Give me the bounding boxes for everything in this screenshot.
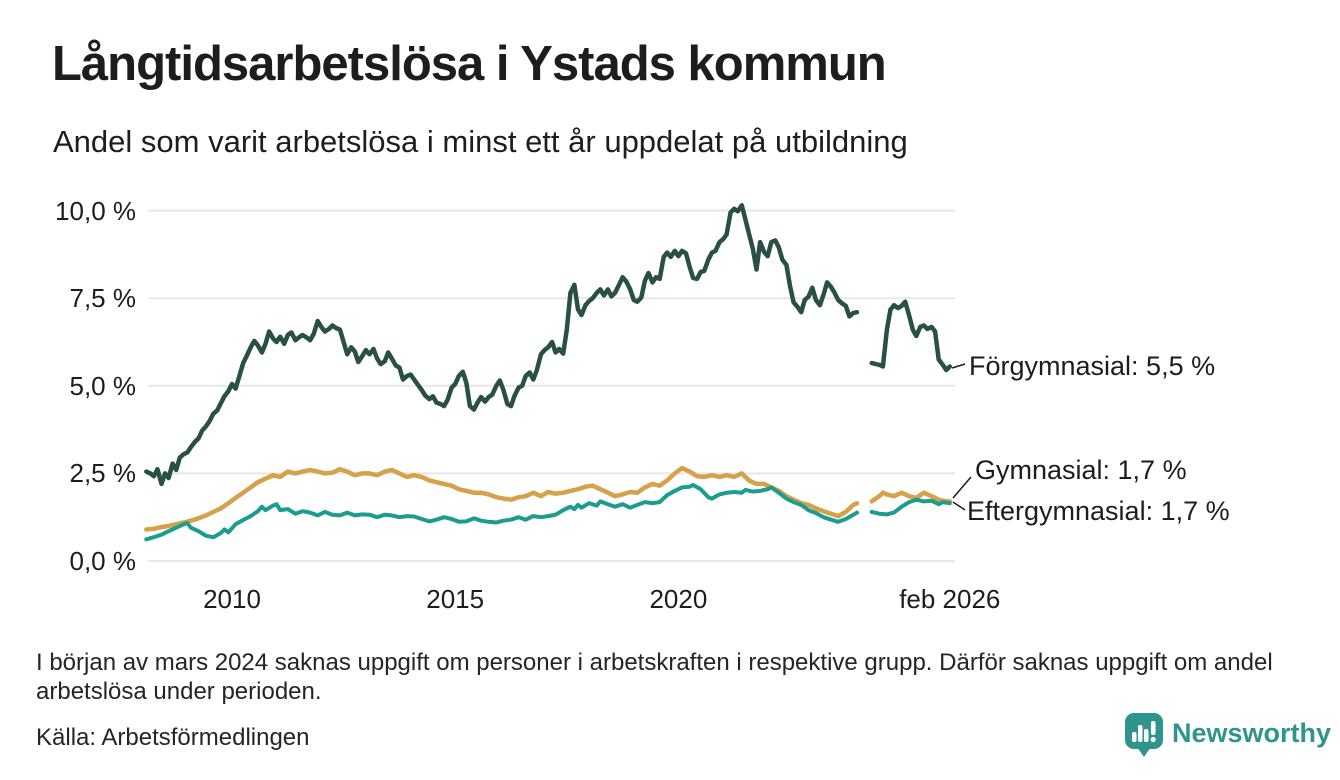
series-end-label-gymnasial: Gymnasial: 1,7 % <box>975 455 1187 485</box>
newsworthy-logo-icon <box>1125 713 1163 757</box>
label-leader-line <box>952 476 972 499</box>
y-tick-label: 5,0 % <box>69 370 137 401</box>
newsworthy-logo-text: Newsworthy <box>1172 718 1332 748</box>
label-leader-line <box>951 363 966 369</box>
footnote: I början av mars 2024 saknas uppgift om … <box>36 649 1273 705</box>
y-tick-label: 7,5 % <box>69 283 137 314</box>
label-leader-line <box>952 501 966 511</box>
x-tick-label: 2015 <box>426 584 485 614</box>
series-line-gymnasial <box>144 465 953 532</box>
x-tick-label: 2020 <box>649 584 708 614</box>
x-tick-label: 2010 <box>203 584 261 614</box>
newsworthy-logo: Newsworthy <box>1124 712 1331 758</box>
y-tick-label: 10,0 % <box>55 195 136 226</box>
series-line-eftergymnasial <box>144 483 952 542</box>
y-tick-label: 0,0 % <box>69 546 137 576</box>
y-tick-label: 2,5 % <box>69 458 137 489</box>
series-end-label-förgymnasial: Förgymnasial: 5,5 % <box>969 351 1216 381</box>
page-title: Långtidsarbetslösa i Ystads kommun <box>52 37 887 91</box>
series-line-förgymnasial <box>144 203 953 487</box>
series-end-label-eftergymnasial: Eftergymnasial: 1,7 % <box>967 496 1230 526</box>
x-tick-label: feb 2026 <box>899 584 1001 614</box>
source-note: Källa: Arbetsförmedlingen <box>36 724 310 751</box>
page-subtitle: Andel som varit arbetslösa i minst ett å… <box>53 124 908 159</box>
